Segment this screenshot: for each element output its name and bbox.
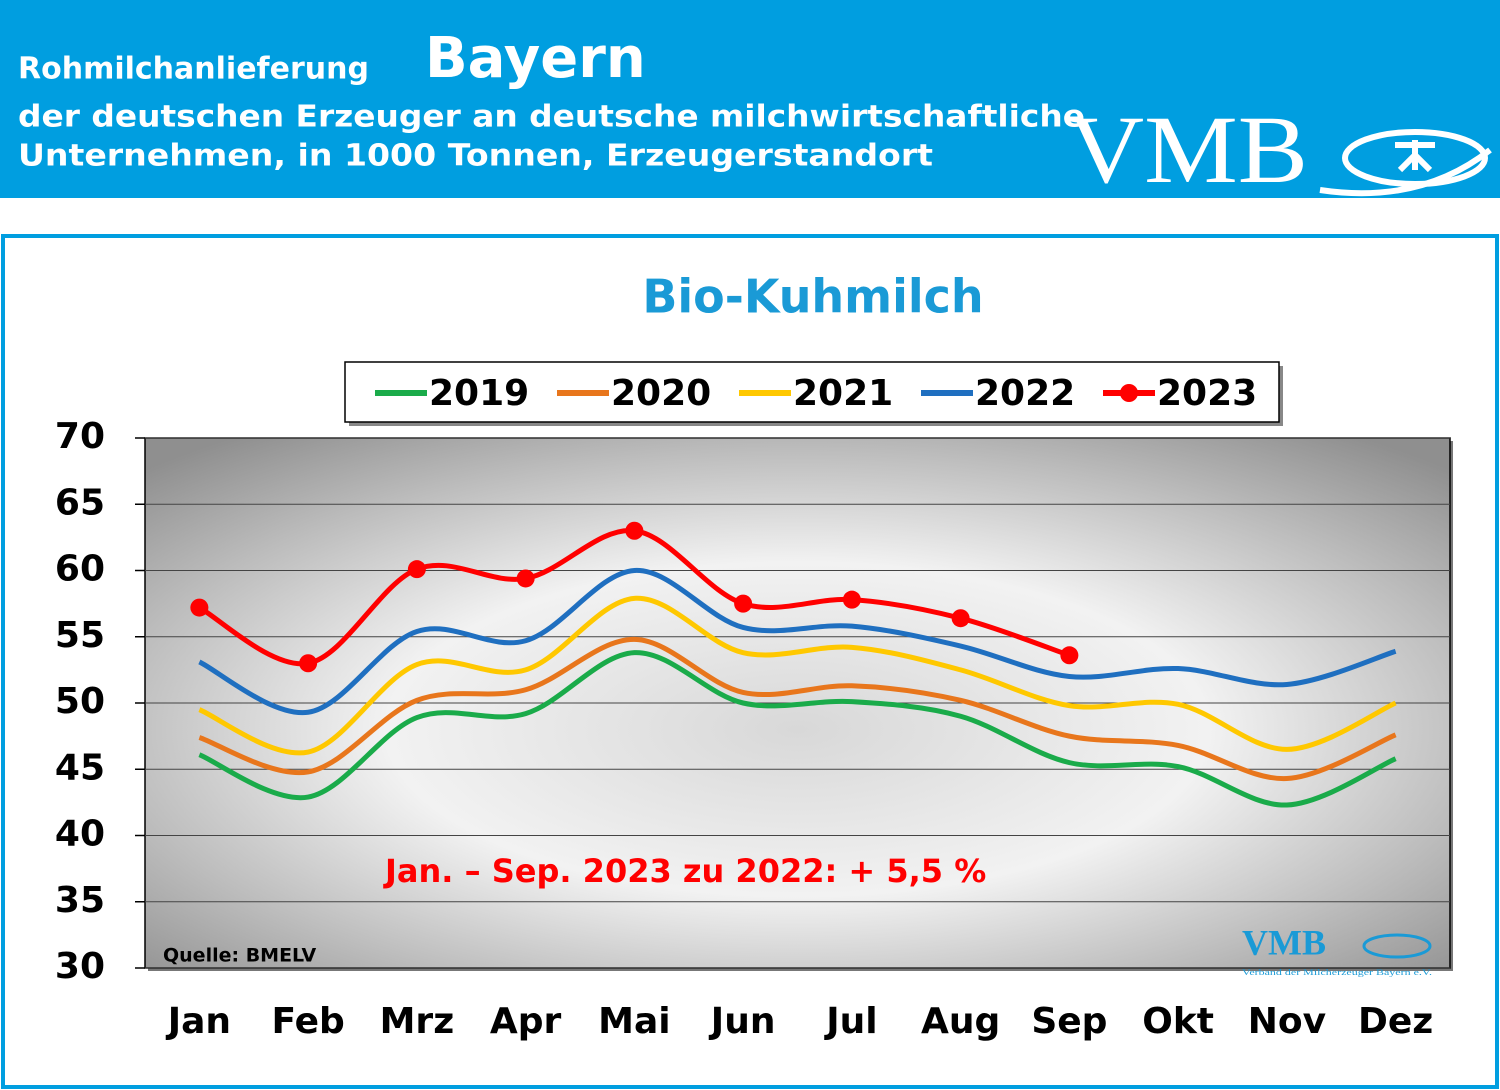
legend-label: 2020 xyxy=(611,373,711,414)
header-subtitle: der deutschen Erzeuger an deutsche milch… xyxy=(18,100,1085,135)
x-tick-label: Feb xyxy=(271,1001,344,1042)
series-line xyxy=(198,595,1397,756)
series-line xyxy=(198,650,1397,808)
legend-label: 2023 xyxy=(1157,373,1257,414)
data-point xyxy=(190,598,209,617)
y-tick-label: 50 xyxy=(55,681,105,722)
x-tick-label: Sep xyxy=(1031,1001,1107,1042)
x-tick-label: Mrz xyxy=(380,1001,455,1042)
y-tick-label: 35 xyxy=(55,880,105,921)
data-point xyxy=(734,594,753,613)
data-point xyxy=(1060,646,1079,665)
y-tick-label: 45 xyxy=(55,747,105,788)
x-tick-label: Apr xyxy=(490,1001,562,1042)
legend-label: 2022 xyxy=(975,373,1075,414)
y-tick-label: 30 xyxy=(55,946,105,987)
x-tick-label: Dez xyxy=(1358,1001,1433,1042)
panel-border xyxy=(1,234,1499,1089)
data-point xyxy=(951,609,970,628)
legend-marker xyxy=(1120,384,1138,402)
header-logo: VMB xyxy=(1068,96,1308,203)
x-tick-label: Jun xyxy=(708,1001,776,1042)
x-tick-label: Mai xyxy=(598,1001,670,1042)
data-point xyxy=(299,654,318,673)
y-tick-label: 70 xyxy=(55,416,105,457)
chart-title: Bio-Kuhmilch xyxy=(642,270,983,324)
y-tick-label: 55 xyxy=(55,615,105,656)
header-subtitle: Unternehmen, in 1000 Tonnen, Erzeugersta… xyxy=(18,139,933,174)
y-tick-label: 40 xyxy=(55,814,105,855)
plot-logo: VMB xyxy=(1242,922,1326,962)
data-point xyxy=(516,569,535,588)
header-region: Bayern xyxy=(425,26,646,91)
data-point xyxy=(407,560,426,579)
data-point xyxy=(842,590,861,609)
logo-swirl xyxy=(1319,129,1492,197)
legend-label: 2021 xyxy=(793,373,893,414)
series-line xyxy=(198,567,1397,716)
annotation: Jan. – Sep. 2023 zu 2022: + 5,5 % xyxy=(383,852,986,890)
x-tick-label: Aug xyxy=(921,1001,1000,1042)
x-tick-label: Jan xyxy=(165,1001,231,1042)
x-tick-label: Jul xyxy=(823,1001,877,1042)
header-band xyxy=(0,0,1500,198)
series-line xyxy=(198,636,1397,782)
y-tick-label: 65 xyxy=(55,482,105,523)
data-point xyxy=(625,521,644,540)
legend-label: 2019 xyxy=(429,373,529,414)
source-note: Quelle: BMELV xyxy=(163,945,317,967)
plot-logo-caption: Verband der Milcherzeuger Bayern e.V. xyxy=(1242,968,1432,977)
header-title: Rohmilchanlieferung xyxy=(18,52,369,87)
series-line xyxy=(198,528,1071,667)
y-tick-label: 60 xyxy=(55,549,105,590)
plot-logo-swirl xyxy=(1362,933,1432,959)
x-tick-label: Nov xyxy=(1248,1001,1326,1042)
x-tick-label: Okt xyxy=(1142,1001,1214,1042)
